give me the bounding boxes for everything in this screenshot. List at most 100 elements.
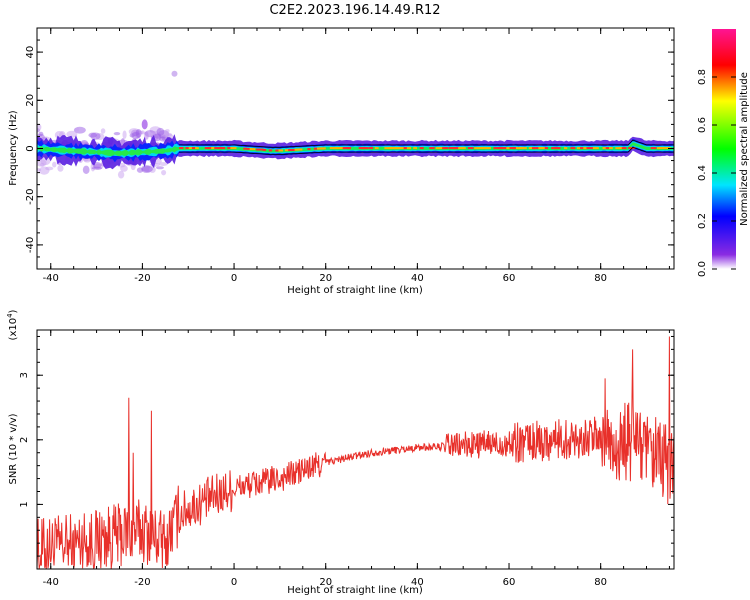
snr-y-tick-label: 2 xyxy=(19,437,30,443)
heatmap-core xyxy=(442,147,449,150)
heatmap-core xyxy=(621,147,627,150)
heatmap-core xyxy=(467,147,474,150)
heatmap-band-green xyxy=(37,142,674,157)
heatmap-core xyxy=(297,148,303,151)
colorbar-tick-label: 0.0 xyxy=(697,261,708,277)
snr-frame xyxy=(36,329,675,570)
heatmap-core xyxy=(663,147,671,150)
heatmap-core xyxy=(207,147,212,150)
heatmap-core xyxy=(461,147,466,150)
heatmap-speckle xyxy=(37,159,47,167)
heatmap-x-tick-label: -20 xyxy=(134,273,150,284)
heatmap-core xyxy=(413,147,418,150)
snr-y-ticks: 1 2 3 xyxy=(19,335,674,557)
heatmap-y-axis-label: Frequency (Hz) xyxy=(8,110,19,186)
colorbar-tick-label: 0.8 xyxy=(697,69,708,85)
heatmap-core xyxy=(499,147,505,150)
heatmap-panel: -40 -20 0 20 40 60 80 -40 -20 0 20 40 Height of st… xyxy=(8,27,675,296)
heatmap-speckle xyxy=(161,169,167,176)
snr-x-tick-label: 0 xyxy=(231,577,237,588)
heatmap-core xyxy=(454,147,459,150)
heatmap-y-tick-label: 0 xyxy=(25,145,36,151)
heatmap-core xyxy=(358,147,365,150)
heatmap-core xyxy=(256,148,264,151)
heatmap-core xyxy=(605,147,612,150)
heatmap-core xyxy=(657,147,665,150)
heatmap-core xyxy=(438,147,446,150)
heatmap-core xyxy=(320,147,326,150)
heatmap-band-edge xyxy=(179,146,674,155)
heatmap-speckle xyxy=(155,166,164,170)
snr-x-tick-label: -20 xyxy=(134,577,150,588)
colorbar-tick-label: 0.2 xyxy=(697,213,708,229)
heatmap-speckle xyxy=(171,70,178,77)
heatmap-core xyxy=(307,148,311,151)
heatmap-speckle xyxy=(38,131,44,137)
colorbar: 0.0 0.2 0.4 0.6 0.8 Normalized spectral ampl… xyxy=(697,29,750,277)
heatmap-core xyxy=(188,147,193,150)
heatmap-core xyxy=(268,149,273,152)
heatmap-core xyxy=(650,147,657,150)
heatmap-y-tick-label: 20 xyxy=(25,94,36,107)
snr-series-line xyxy=(37,336,674,569)
snr-x-tick-label: 80 xyxy=(594,577,607,588)
heatmap-core xyxy=(249,148,256,151)
heatmap-core xyxy=(487,147,491,150)
heatmap-core xyxy=(313,147,320,150)
heatmap-core xyxy=(406,147,412,150)
heatmap-speckle xyxy=(122,130,127,139)
heatmap-core xyxy=(191,147,195,150)
heatmap-speckle xyxy=(100,128,106,134)
heatmap-core xyxy=(403,147,408,150)
heatmap-core xyxy=(503,147,508,150)
snr-x-axis-label: Height of straight line (km) xyxy=(287,585,423,596)
heatmap-speckle xyxy=(117,170,125,179)
heatmap-speckle xyxy=(45,166,54,171)
heatmap-speckle xyxy=(149,166,156,173)
heatmap-core xyxy=(284,149,289,152)
heatmap-speckle xyxy=(74,127,80,132)
snr-y-tick-label: 1 xyxy=(19,501,30,507)
heatmap-core xyxy=(246,147,250,150)
heatmap-core xyxy=(618,147,623,150)
colorbar-tick-label: 0.4 xyxy=(697,165,708,181)
heatmap-core xyxy=(400,147,405,150)
heatmap-y-ticks: -40 -20 0 20 40 xyxy=(25,39,674,258)
heatmap-core xyxy=(361,147,369,150)
snr-y-axis-label: SNR (10 * v/v) xyxy=(8,413,19,484)
heatmap-speckle xyxy=(82,165,90,174)
heatmap-core xyxy=(541,147,548,150)
heatmap-core xyxy=(204,147,209,150)
heatmap-core xyxy=(592,147,599,150)
heatmap-y-tick-label: 40 xyxy=(25,46,36,59)
heatmap-core xyxy=(243,147,247,150)
heatmap-core xyxy=(374,147,379,150)
heatmap-core xyxy=(512,147,519,150)
heatmap-core xyxy=(342,147,350,150)
snr-x-tick-label: 40 xyxy=(411,577,424,588)
heatmap-speckle xyxy=(90,132,101,140)
heatmap-speckle xyxy=(66,130,78,138)
heatmap-speckle xyxy=(57,164,64,172)
heatmap-core xyxy=(538,147,545,150)
heatmap-core xyxy=(397,147,401,150)
heatmap-band-edge xyxy=(179,139,674,148)
heatmap-core xyxy=(602,147,607,150)
heatmap-x-tick-label: -40 xyxy=(43,273,59,284)
heatmap-core xyxy=(345,147,351,150)
heatmap-core xyxy=(480,147,486,150)
heatmap-core xyxy=(522,147,527,150)
heatmap-speckle xyxy=(135,128,142,138)
snr-y-multiplier: (x104) xyxy=(6,309,19,340)
heatmap-core xyxy=(214,147,219,150)
heatmap-core xyxy=(435,147,442,150)
heatmap-y-tick-label: -20 xyxy=(25,189,36,205)
heatmap-core xyxy=(615,147,622,150)
heatmap-y-tick-label: -40 xyxy=(25,237,36,253)
heatmap-marks xyxy=(37,70,674,179)
heatmap-core xyxy=(458,147,464,150)
heatmap-x-tick-label: 40 xyxy=(411,273,424,284)
colorbar-tick-label: 0.6 xyxy=(697,117,708,133)
heatmap-core xyxy=(474,147,478,150)
